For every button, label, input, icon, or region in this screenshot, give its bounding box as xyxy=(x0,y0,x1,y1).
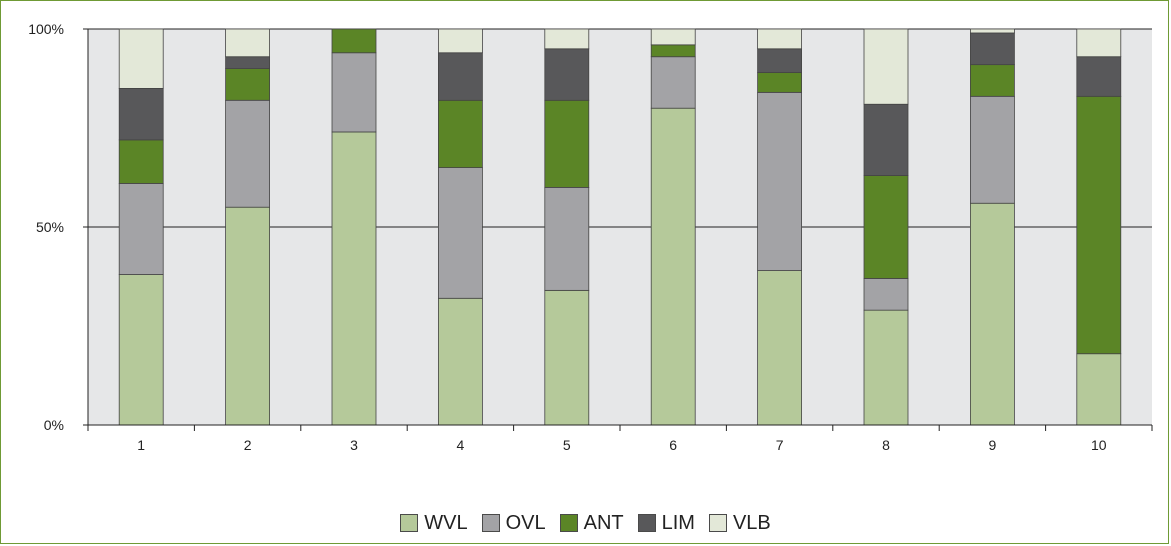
bar-8-ant xyxy=(863,175,909,279)
bar-1-vlb xyxy=(118,28,164,89)
legend-label: VLB xyxy=(732,511,771,534)
bar-2-vlb xyxy=(225,28,271,58)
x-tick-label: 9 xyxy=(989,437,997,453)
bar-4-lim xyxy=(437,52,483,101)
bar-6-wvl xyxy=(650,107,696,426)
bar-10-wvl xyxy=(1076,353,1122,426)
legend-item-ovl: OVL xyxy=(481,511,546,535)
bar-9-vlb xyxy=(970,28,1015,34)
bar-5-wvl xyxy=(544,289,590,426)
bar-7-lim xyxy=(757,48,802,73)
bar-9-ant xyxy=(970,64,1015,97)
bar-1-ant xyxy=(118,139,164,184)
bar-1-wvl xyxy=(118,274,164,426)
bar-7-ant xyxy=(757,72,802,93)
legend-item-vlb: VLB xyxy=(708,511,771,535)
bar-6-ant xyxy=(650,44,696,58)
bar-10-lim xyxy=(1076,56,1122,97)
x-tick-labels: 1 2 3 4 5 6 7 8 9 10 xyxy=(137,437,1106,453)
legend-swatch xyxy=(481,514,500,532)
bar-8-lim xyxy=(863,103,909,176)
bar-9-ovl xyxy=(970,95,1015,204)
bar-8-wvl xyxy=(863,309,909,426)
bar-10-vlb xyxy=(1076,28,1122,58)
bar-8-ovl xyxy=(863,278,909,311)
legend-swatch xyxy=(637,514,656,532)
legend-item-wvl: WVL xyxy=(400,511,468,535)
bar-7-ovl xyxy=(757,91,802,271)
bar-7-vlb xyxy=(757,28,802,50)
bars xyxy=(118,28,1122,426)
bar-3-ovl xyxy=(331,52,377,133)
bar-7-wvl xyxy=(757,270,802,426)
x-tick-label: 7 xyxy=(776,437,784,453)
bar-8-vlb xyxy=(863,28,909,105)
x-tick-label: 5 xyxy=(563,437,571,453)
bar-4-vlb xyxy=(437,28,483,54)
legend: WVL OVL ANT LIM VLB xyxy=(0,508,1171,538)
x-tick-label: 4 xyxy=(457,437,465,453)
x-tick-label: 2 xyxy=(244,437,252,453)
bar-2-ovl xyxy=(225,99,271,208)
x-tick-label: 10 xyxy=(1091,437,1107,453)
bar-1-ovl xyxy=(118,183,164,275)
axes xyxy=(83,28,1153,431)
bar-6-vlb xyxy=(650,28,696,46)
legend-swatch xyxy=(400,514,419,532)
bar-4-ant xyxy=(437,99,483,168)
bar-2-lim xyxy=(225,56,271,70)
x-tick-label: 6 xyxy=(669,437,677,453)
legend-item-lim: LIM xyxy=(637,511,695,535)
bar-4-wvl xyxy=(437,297,483,426)
legend-item-ant: ANT xyxy=(559,511,624,535)
bar-5-vlb xyxy=(544,28,590,50)
legend-label: LIM xyxy=(661,511,695,534)
legend-swatch xyxy=(708,514,727,532)
legend-label: OVL xyxy=(505,511,546,534)
y-tick-labels: 0% 50% 100% xyxy=(28,21,64,433)
bar-2-wvl xyxy=(225,206,271,426)
x-tick-label: 1 xyxy=(137,437,145,453)
bar-3-ant xyxy=(331,28,377,54)
bar-5-ovl xyxy=(544,186,590,291)
bar-5-ant xyxy=(544,99,590,188)
bar-10-ant xyxy=(1076,95,1122,355)
bar-1-lim xyxy=(118,88,164,141)
x-tick-label: 3 xyxy=(350,437,358,453)
bar-9-wvl xyxy=(970,202,1015,426)
y-tick-label: 100% xyxy=(28,21,64,37)
bar-5-lim xyxy=(544,48,590,101)
bar-2-ant xyxy=(225,68,271,101)
legend-label: ANT xyxy=(583,511,624,534)
bar-3-wvl xyxy=(331,131,377,426)
y-tick-label: 50% xyxy=(36,219,64,235)
legend-swatch xyxy=(559,514,578,532)
x-tick-label: 8 xyxy=(882,437,890,453)
bar-6-ovl xyxy=(650,56,696,109)
y-tick-label: 0% xyxy=(44,417,64,433)
bar-9-lim xyxy=(970,32,1015,66)
legend-label: WVL xyxy=(424,511,468,534)
bar-4-ovl xyxy=(437,167,483,299)
